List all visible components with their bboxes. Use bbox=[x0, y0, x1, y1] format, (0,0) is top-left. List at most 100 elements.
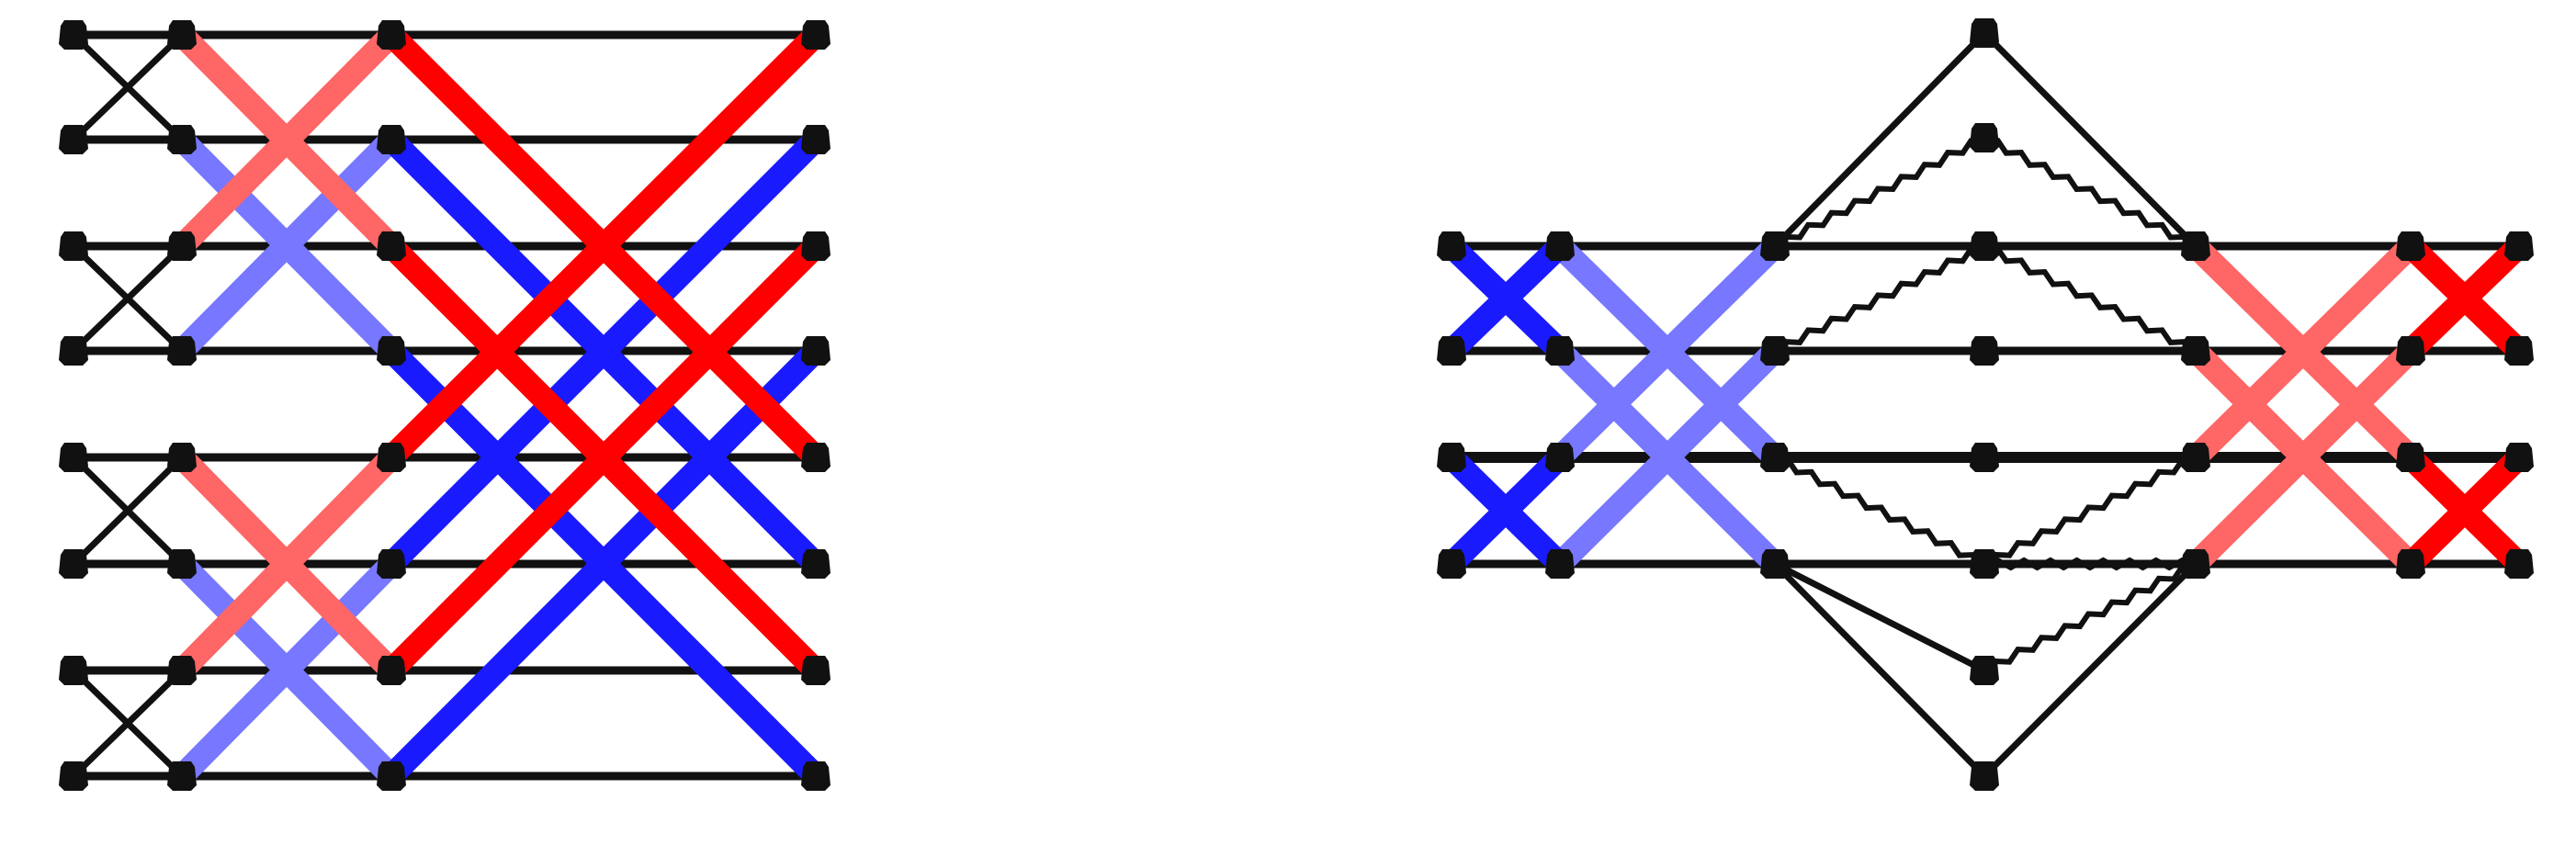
right-node-R1-l0 bbox=[2396, 231, 2425, 261]
right-node-R2-l3 bbox=[2504, 549, 2534, 579]
right-link-blue-3 bbox=[1442, 448, 1569, 573]
right-node-center-4 bbox=[1970, 443, 1999, 472]
node-s0-l4 bbox=[59, 443, 88, 472]
right-node-L2-l2 bbox=[1760, 443, 1790, 472]
right-node-R1-l3 bbox=[2396, 549, 2425, 579]
right-diamond-network bbox=[1437, 18, 2534, 791]
left-butterfly-network bbox=[59, 20, 830, 791]
link-thin-3 bbox=[71, 243, 185, 354]
link-blue-light-1 bbox=[173, 130, 401, 360]
right-link-zigzag-5 bbox=[1983, 557, 2197, 571]
node-s3-l0 bbox=[801, 20, 830, 50]
right-node-L1-l1 bbox=[1545, 336, 1575, 366]
right-node-L2-l1 bbox=[1760, 336, 1790, 366]
node-s1-l3 bbox=[167, 336, 197, 366]
right-node-R0-l1 bbox=[2181, 336, 2210, 366]
right-node-L0-l2 bbox=[1437, 443, 1466, 472]
right-link-thin-6 bbox=[1772, 561, 1987, 779]
right-link-zigzag-1 bbox=[1983, 135, 2198, 249]
right-node-R2-l2 bbox=[2504, 443, 2534, 472]
right-node-center-1 bbox=[1970, 123, 1999, 152]
node-s1-l2 bbox=[167, 231, 197, 261]
right-link-blue-1 bbox=[1442, 237, 1569, 360]
node-s1-l1 bbox=[167, 125, 197, 154]
right-node-R1-l1 bbox=[2396, 336, 2425, 366]
node-s3-l2 bbox=[801, 231, 830, 261]
right-link-zigzag-2 bbox=[1772, 243, 1985, 354]
right-link-zigzag-0 bbox=[1772, 135, 1985, 249]
right-link-thin-7 bbox=[1982, 561, 2198, 779]
node-s0-l1 bbox=[59, 125, 88, 154]
right-node-L2-l0 bbox=[1760, 231, 1790, 261]
right-node-L0-l0 bbox=[1437, 231, 1466, 261]
right-link-blue-light-1 bbox=[1551, 237, 1784, 467]
node-s1-l7 bbox=[167, 761, 197, 791]
node-s2-l4 bbox=[377, 443, 406, 472]
node-s2-l2 bbox=[377, 231, 406, 261]
right-node-center-7 bbox=[1970, 761, 1999, 791]
node-s0-l7 bbox=[59, 761, 88, 791]
node-s3-l7 bbox=[801, 761, 830, 791]
link-red-light-3 bbox=[173, 448, 401, 680]
node-s0-l3 bbox=[59, 336, 88, 366]
link-red-1 bbox=[382, 26, 825, 467]
right-node-L1-l3 bbox=[1545, 549, 1575, 579]
right-node-R0-l0 bbox=[2181, 231, 2210, 261]
node-s3-l3 bbox=[801, 336, 830, 366]
right-link-thin-1 bbox=[1982, 30, 2198, 249]
link-thin-1 bbox=[71, 32, 185, 142]
right-link-red-light-3 bbox=[2186, 342, 2420, 573]
link-thin-5 bbox=[71, 455, 185, 567]
right-node-L2-l3 bbox=[1760, 549, 1790, 579]
right-node-L1-l2 bbox=[1545, 443, 1575, 472]
right-node-L0-l3 bbox=[1437, 549, 1466, 579]
node-s3-l1 bbox=[801, 125, 830, 154]
right-link-zigzag-lower-b bbox=[1982, 561, 2197, 673]
node-s0-l2 bbox=[59, 231, 88, 261]
node-s1-l0 bbox=[167, 20, 197, 50]
right-node-center-0 bbox=[1970, 18, 1999, 48]
node-s3-l6 bbox=[801, 656, 830, 685]
node-s1-l5 bbox=[167, 549, 197, 579]
right-link-zigzag-4 bbox=[1774, 455, 1987, 567]
right-node-R2-l0 bbox=[2504, 231, 2534, 261]
node-s0-l6 bbox=[59, 656, 88, 685]
link-red-3 bbox=[382, 237, 825, 680]
right-node-R0-l2 bbox=[2181, 443, 2210, 472]
link-blue-1 bbox=[382, 130, 825, 573]
right-node-R1-l2 bbox=[2396, 443, 2425, 472]
right-node-L0-l1 bbox=[1437, 336, 1466, 366]
node-s2-l3 bbox=[377, 336, 406, 366]
right-link-thin-lower-a bbox=[1773, 560, 1986, 674]
right-node-R2-l1 bbox=[2504, 336, 2534, 366]
link-blue-3 bbox=[382, 342, 825, 785]
node-s1-l4 bbox=[167, 443, 197, 472]
right-node-center-3 bbox=[1970, 336, 1999, 366]
node-s0-l0 bbox=[59, 20, 88, 50]
right-link-zigzag-3 bbox=[1983, 243, 2198, 354]
right-node-center-5 bbox=[1970, 549, 1999, 579]
right-link-red-3 bbox=[2401, 448, 2528, 573]
right-link-red-1 bbox=[2401, 237, 2528, 360]
link-thin-7 bbox=[71, 668, 185, 779]
node-s1-l6 bbox=[167, 656, 197, 685]
link-red-light-1 bbox=[173, 26, 401, 255]
right-node-center-2 bbox=[1970, 231, 1999, 261]
right-node-center-6 bbox=[1970, 656, 1999, 685]
right-node-R0-l3 bbox=[2181, 549, 2210, 579]
right-link-zigzag-6 bbox=[1982, 455, 2197, 567]
node-s2-l0 bbox=[377, 20, 406, 50]
right-node-L1-l0 bbox=[1545, 231, 1575, 261]
right-link-blue-light-3 bbox=[1551, 342, 1784, 573]
node-s2-l1 bbox=[377, 125, 406, 154]
right-link-red-light-1 bbox=[2186, 237, 2420, 467]
node-s3-l4 bbox=[801, 443, 830, 472]
node-s0-l5 bbox=[59, 549, 88, 579]
link-blue-light-3 bbox=[173, 555, 401, 785]
node-s2-l7 bbox=[377, 761, 406, 791]
node-s2-l6 bbox=[377, 656, 406, 685]
node-s3-l5 bbox=[801, 549, 830, 579]
right-link-thin-0 bbox=[1772, 30, 1987, 249]
